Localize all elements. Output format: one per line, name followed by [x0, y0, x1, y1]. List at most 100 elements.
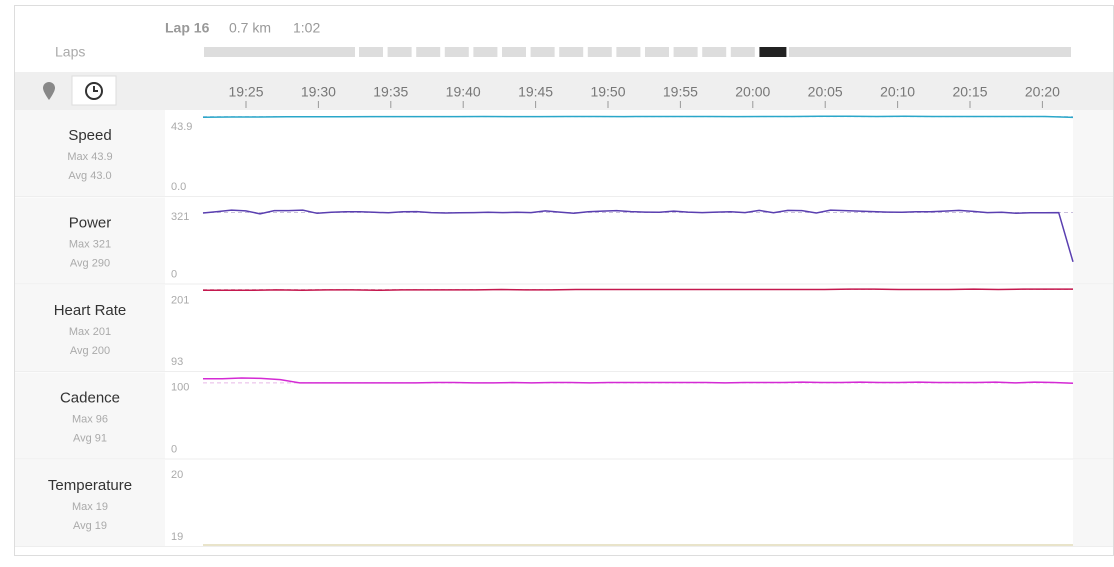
stat-label: Avg: [73, 432, 92, 444]
y-tick-label: 20: [171, 469, 183, 481]
metric-panel: [15, 197, 165, 284]
stat-value: 201: [93, 326, 111, 338]
metric-panel: [15, 460, 165, 546]
plot-area: [165, 460, 1073, 546]
lap-segment[interactable]: [416, 47, 441, 57]
y-tick-label: 19: [171, 531, 183, 543]
time-button-bg: [71, 75, 117, 106]
y-tick-label: 100: [171, 381, 189, 393]
y-tick-label: 0: [171, 443, 177, 455]
pin-icon: [43, 82, 55, 100]
metric-title: Speed: [68, 127, 111, 144]
metric-line: [202, 209, 1074, 263]
stat-value: 19: [95, 520, 107, 532]
toolbar: [15, 72, 1113, 110]
lap-title: Lap 16: [165, 20, 210, 36]
lap-segment[interactable]: [587, 47, 612, 57]
metric-stat: Max 96: [72, 413, 108, 425]
plot-margin: [1073, 285, 1113, 371]
metric-panel: [15, 285, 165, 371]
lap-segment[interactable]: [702, 47, 727, 57]
stat-value: 96: [96, 413, 108, 425]
time-tick-label: 19:25: [228, 84, 263, 100]
stat-label: Max: [67, 151, 88, 163]
stat-value: 290: [92, 257, 110, 269]
lap-segment[interactable]: [759, 47, 787, 57]
clock-hands: [93, 86, 98, 92]
time-tick-label: 20:00: [735, 84, 770, 100]
metric-stat: Max 19: [72, 501, 108, 513]
lap-segment[interactable]: [730, 47, 755, 57]
time-button[interactable]: [71, 75, 117, 106]
plot-margin: [1073, 110, 1113, 196]
stat-label: Max: [69, 238, 90, 250]
metric-line: [202, 115, 1074, 119]
stat-value: 43.9: [91, 151, 112, 163]
metric-line: [203, 377, 1074, 385]
stat-value: 321: [93, 238, 111, 250]
map-button[interactable]: [43, 82, 55, 100]
time-tick-label: 19:45: [518, 84, 553, 100]
stat-value: 91: [95, 432, 107, 444]
y-tick-label: 321: [171, 211, 189, 223]
stat-value: 43.0: [90, 170, 111, 182]
stat-label: Avg: [70, 345, 89, 357]
metric-title: Cadence: [60, 389, 120, 406]
metric-stat: Max 321: [69, 238, 111, 250]
metric-stat: Avg 91: [73, 432, 107, 444]
plot-area: [165, 372, 1073, 459]
stat-label: Avg: [68, 170, 87, 182]
time-tick-label: 19:50: [590, 84, 625, 100]
stat-label: Avg: [70, 257, 89, 269]
time-tick-label: 19:30: [301, 84, 336, 100]
plot-margin: [1073, 460, 1113, 546]
metric-title: Heart Rate: [54, 302, 127, 319]
plot-area: [165, 285, 1073, 371]
time-tick-label: 20:10: [880, 84, 915, 100]
lap-segment[interactable]: [645, 47, 669, 57]
time-tick-label: 20:15: [952, 84, 987, 100]
plot-margin: [1073, 372, 1113, 459]
metric-stat: Avg 290: [70, 257, 110, 269]
time-tick-label: 19:40: [446, 84, 481, 100]
plot-margin: [1073, 197, 1113, 284]
metric-stat: Max 201: [69, 326, 111, 338]
time-tick-label: 20:20: [1025, 84, 1060, 100]
metric-stat: Avg 43.0: [68, 170, 111, 182]
lap-segment[interactable]: [502, 47, 526, 57]
lap-bar: [204, 47, 1071, 57]
stat-label: Max: [69, 326, 90, 338]
lap-segment[interactable]: [473, 47, 498, 57]
stat-value: 200: [92, 345, 110, 357]
time-tick-label: 20:05: [808, 84, 843, 100]
time-tick-label: 19:35: [373, 84, 408, 100]
metric-panel: [15, 372, 165, 459]
lap-segment[interactable]: [359, 47, 383, 57]
lap-segment[interactable]: [673, 47, 698, 57]
lap-time: 1:02: [293, 20, 320, 36]
metric-stat: Max 43.9: [67, 151, 112, 163]
stat-label: Max: [72, 413, 93, 425]
clock-icon: [85, 82, 103, 100]
stat-value: 19: [96, 501, 108, 513]
lap-segment[interactable]: [789, 47, 1071, 57]
stat-label: Max: [72, 501, 93, 513]
lap-segment[interactable]: [559, 47, 584, 57]
metric-line: [203, 288, 1073, 292]
lap-segment[interactable]: [444, 47, 469, 57]
lap-segment[interactable]: [530, 47, 555, 57]
time-tick-label: 19:55: [663, 84, 698, 100]
metric-stat: Avg 19: [73, 520, 107, 532]
plot-area: [165, 110, 1073, 196]
lap-distance: 0.7 km: [229, 20, 271, 36]
lap-segment[interactable]: [204, 47, 355, 57]
laps-label: Laps: [55, 44, 85, 60]
y-tick-label: 0.0: [171, 181, 186, 193]
charts: 19:25 19:30 19:35 19:40 19:45 19:50 19:55 20:00…: [15, 84, 1113, 547]
y-tick-label: 0: [171, 268, 177, 280]
metric-panel: [15, 110, 165, 196]
metric-title: Temperature: [48, 477, 132, 494]
lap-segment[interactable]: [616, 47, 641, 57]
lap-segment[interactable]: [387, 47, 412, 57]
